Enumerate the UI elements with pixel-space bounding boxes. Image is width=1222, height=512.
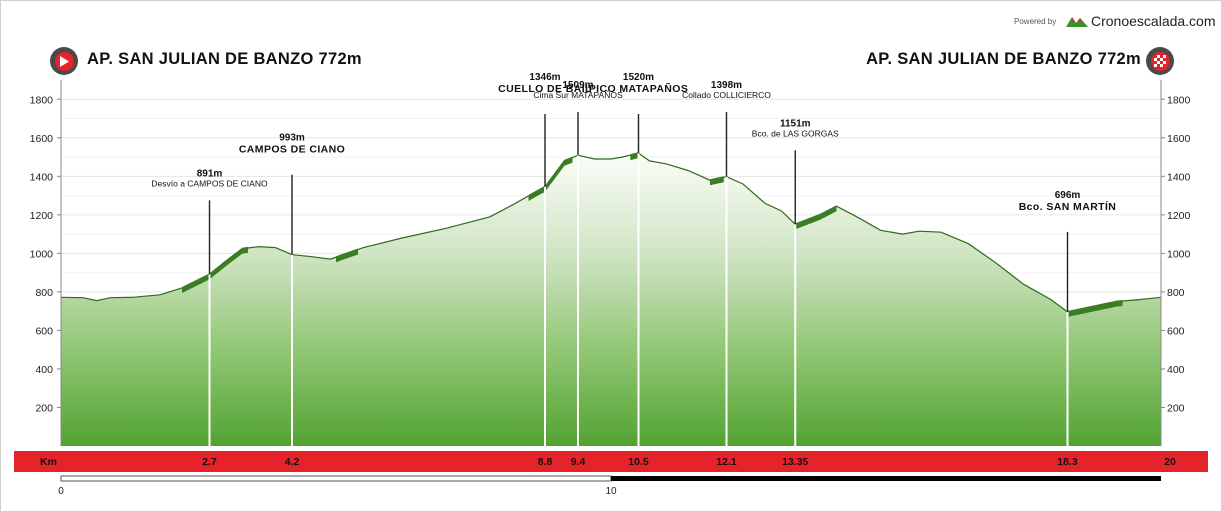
steep-segment (795, 205, 837, 230)
y-tick-label-right: 1200 (1167, 210, 1191, 222)
y-tick-label-left: 1200 (30, 210, 54, 222)
y-tick-label-left: 1800 (30, 94, 54, 106)
y-tick-label-left: 1400 (30, 171, 54, 183)
steep-segment (1067, 300, 1123, 317)
y-tick-label-right: 800 (1167, 287, 1185, 299)
mountain-logo-icon (1066, 17, 1088, 27)
y-tick-label-right: 1000 (1167, 248, 1191, 260)
y-tick-label-left: 1600 (30, 133, 54, 145)
landmark-elevation: 1398m (711, 80, 742, 91)
landmark-name: Cima Sur MATAPAÑOS (533, 90, 623, 100)
y-tick-label-right: 600 (1167, 325, 1185, 337)
km-tick-label: 10.5 (628, 456, 649, 468)
km-tick-label: 2.7 (202, 456, 217, 468)
start-badge (50, 47, 78, 75)
y-tick-label-left: 600 (35, 325, 53, 337)
y-tick-label-right: 400 (1167, 364, 1185, 376)
km-tick-label: 18.3 (1057, 456, 1078, 468)
scale-label: 0 (58, 486, 64, 497)
km-tick-label: 4.2 (285, 456, 300, 468)
km-tick-label: 8.8 (538, 456, 553, 468)
y-tick-label-left: 1000 (30, 248, 54, 260)
end-title: AP. SAN JULIAN DE BANZO 772m (866, 50, 1141, 68)
steep-segment (528, 156, 573, 201)
steep-segment (630, 152, 639, 161)
y-tick-label-right: 1800 (1167, 94, 1191, 106)
landmark-elevation: 891m (197, 168, 223, 179)
km-tick-label: 20 (1164, 456, 1176, 468)
km-tick-label: 9.4 (571, 456, 586, 468)
km-tick-label: 12.1 (716, 456, 737, 468)
landmark-elevation: 696m (1055, 190, 1081, 201)
scale-bar-second-half (611, 476, 1161, 481)
landmark-name: Collado COLLICIERCO (682, 90, 771, 100)
landmark-elevation: 1151m (780, 118, 811, 129)
start-title: AP. SAN JULIAN DE BANZO 772m (87, 50, 362, 68)
landmark-name: PICO MATAPAÑOS (589, 82, 689, 95)
play-icon (60, 55, 69, 67)
y-tick-label-right: 1600 (1167, 133, 1191, 145)
y-tick-label-left: 200 (35, 402, 53, 414)
steep-segment (710, 176, 724, 186)
landmark-name: Desvío a CAMPOS DE CIANO (151, 178, 268, 188)
steep-segment (182, 246, 248, 293)
y-tick-label-right: 200 (1167, 402, 1185, 414)
landmark-name: Bco. SAN MARTÍN (1019, 200, 1117, 213)
brand-name: Cronoescalada.com (1091, 13, 1216, 29)
finish-badge (1146, 47, 1174, 75)
km-tick-label: 13.35 (782, 456, 808, 468)
scale-label: 10 (605, 486, 617, 497)
steep-segment (336, 248, 358, 263)
scale-bar-first-half (60, 475, 612, 482)
km-bar (14, 451, 1208, 472)
y-tick-label-left: 400 (35, 364, 53, 376)
landmark-name: Bco. de LAS GORGAS (752, 128, 839, 138)
landmark-name: CAMPOS DE CIANO (239, 144, 345, 156)
landmark-elevation: 1520m (623, 72, 654, 83)
landmark-elevation: 1509m (562, 80, 593, 91)
profile-area (61, 153, 1161, 446)
landmark-elevation: 993m (279, 133, 305, 144)
powered-by-label: Powered by (1014, 17, 1057, 26)
landmark-name: CUELLO DE BAIL (498, 83, 592, 95)
brand-logo[interactable]: Cronoescalada.com (1066, 13, 1216, 29)
y-tick-label-left: 800 (35, 287, 53, 299)
checkered-flag-icon (1154, 55, 1166, 67)
y-tick-label-right: 1400 (1167, 171, 1191, 183)
landmark-elevation: 1346m (529, 72, 560, 83)
km-unit-label: Km (40, 456, 57, 468)
